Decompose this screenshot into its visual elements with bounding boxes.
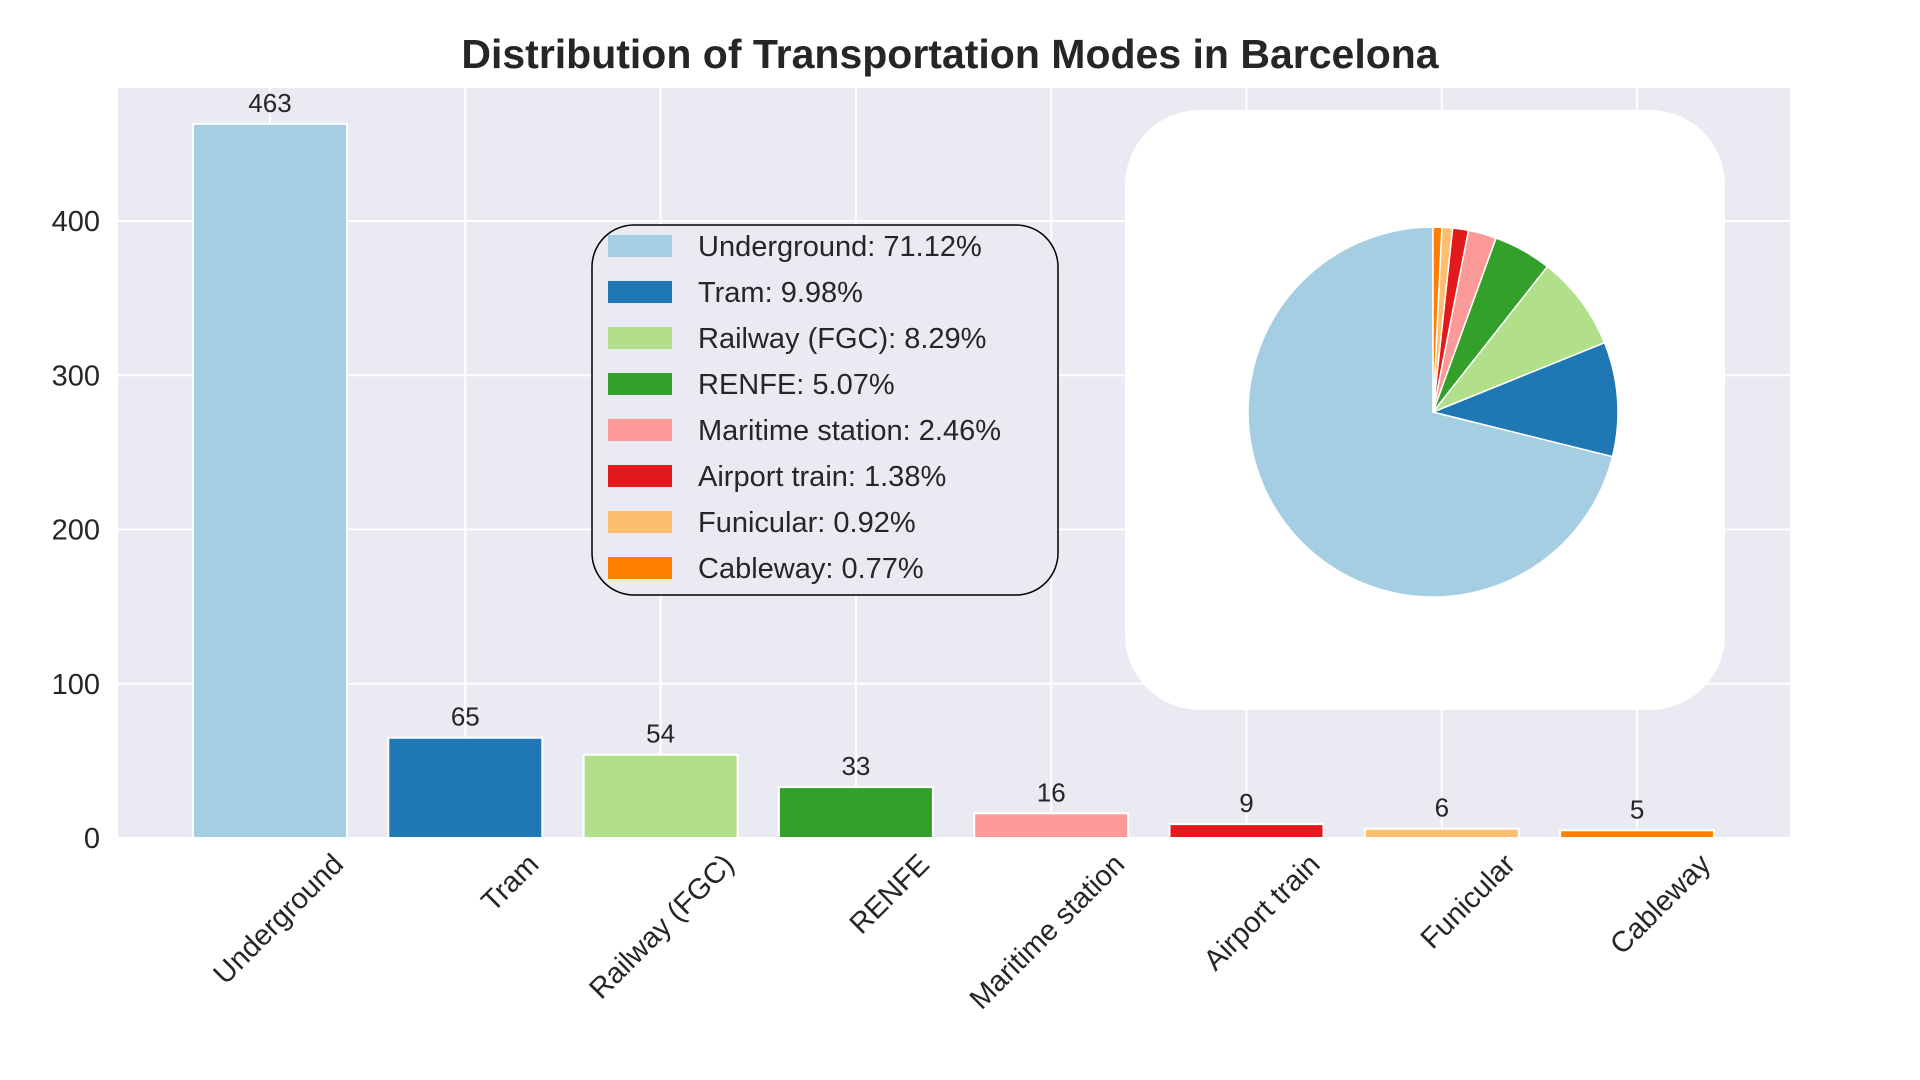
bar: [777, 786, 934, 839]
legend-entry: Tram: 9.98%: [698, 277, 863, 309]
bar-value-label: 9: [1239, 788, 1253, 818]
legend-entry: RENFE: 5.07%: [698, 369, 895, 401]
legend-box: [591, 224, 1059, 596]
x-tick-label: Airport train: [1198, 848, 1327, 977]
bar-value-label: 16: [1037, 777, 1066, 807]
chart-title: Distribution of Transportation Modes in …: [461, 31, 1439, 77]
legend-entry: Cableway: 0.77%: [698, 553, 924, 585]
pie-inset: [1125, 110, 1725, 710]
bar: [1559, 829, 1716, 839]
bar: [1168, 823, 1325, 839]
bar: [1363, 827, 1520, 839]
pie-slice: [1432, 341, 1619, 458]
bar-value-label: 65: [451, 702, 480, 732]
bar-value-label: 463: [248, 88, 291, 118]
y-tick-label: 0: [84, 823, 100, 855]
bar: [192, 122, 348, 839]
legend-entry: Maritime station: 2.46%: [698, 415, 1001, 447]
legend-swatch: [608, 465, 672, 487]
bar-value-label: 54: [646, 719, 675, 749]
legend-entry: Railway (FGC): 8.29%: [698, 323, 986, 355]
legend-swatch: [608, 281, 672, 303]
legend-swatch: [608, 557, 672, 579]
legend: Underground: 71.12% Tram: 9.98% Railway (F…: [591, 224, 1059, 596]
legend-entry: Funicular: 0.92%: [698, 507, 916, 539]
pie-slice: [1247, 226, 1614, 598]
bar: [582, 753, 739, 840]
legend-swatch: [608, 511, 672, 533]
x-tick-label: Underground: [208, 848, 350, 990]
legend-swatch: [608, 419, 672, 441]
x-tick-label: Tram: [476, 848, 546, 918]
y-tick-label: 400: [52, 206, 100, 238]
pie-slice: [1432, 226, 1443, 413]
x-tick-label: Funicular: [1415, 848, 1522, 955]
x-tick-label: Maritime station: [964, 848, 1131, 1015]
x-tick-label: RENFE: [844, 848, 936, 940]
legend-entry: Airport train: 1.38%: [698, 461, 946, 493]
legend-entry: Underground: 71.12%: [698, 231, 982, 263]
bar-value-label: 5: [1630, 794, 1644, 824]
bar-value-label: 6: [1435, 793, 1449, 823]
bar: [973, 812, 1130, 840]
legend-swatch: [608, 327, 672, 349]
y-tick-label: 100: [52, 669, 100, 701]
bar-value-label: 33: [841, 751, 870, 781]
legend-swatch: [608, 235, 672, 257]
legend-swatch: [608, 373, 672, 395]
bar: [387, 736, 544, 839]
x-tick-label: Railway (FGC): [583, 848, 740, 1005]
pie-slice: [1432, 265, 1606, 413]
x-tick-label: Cableway: [1604, 848, 1717, 961]
y-tick-label: 300: [52, 360, 100, 392]
y-tick-label: 200: [52, 515, 100, 547]
